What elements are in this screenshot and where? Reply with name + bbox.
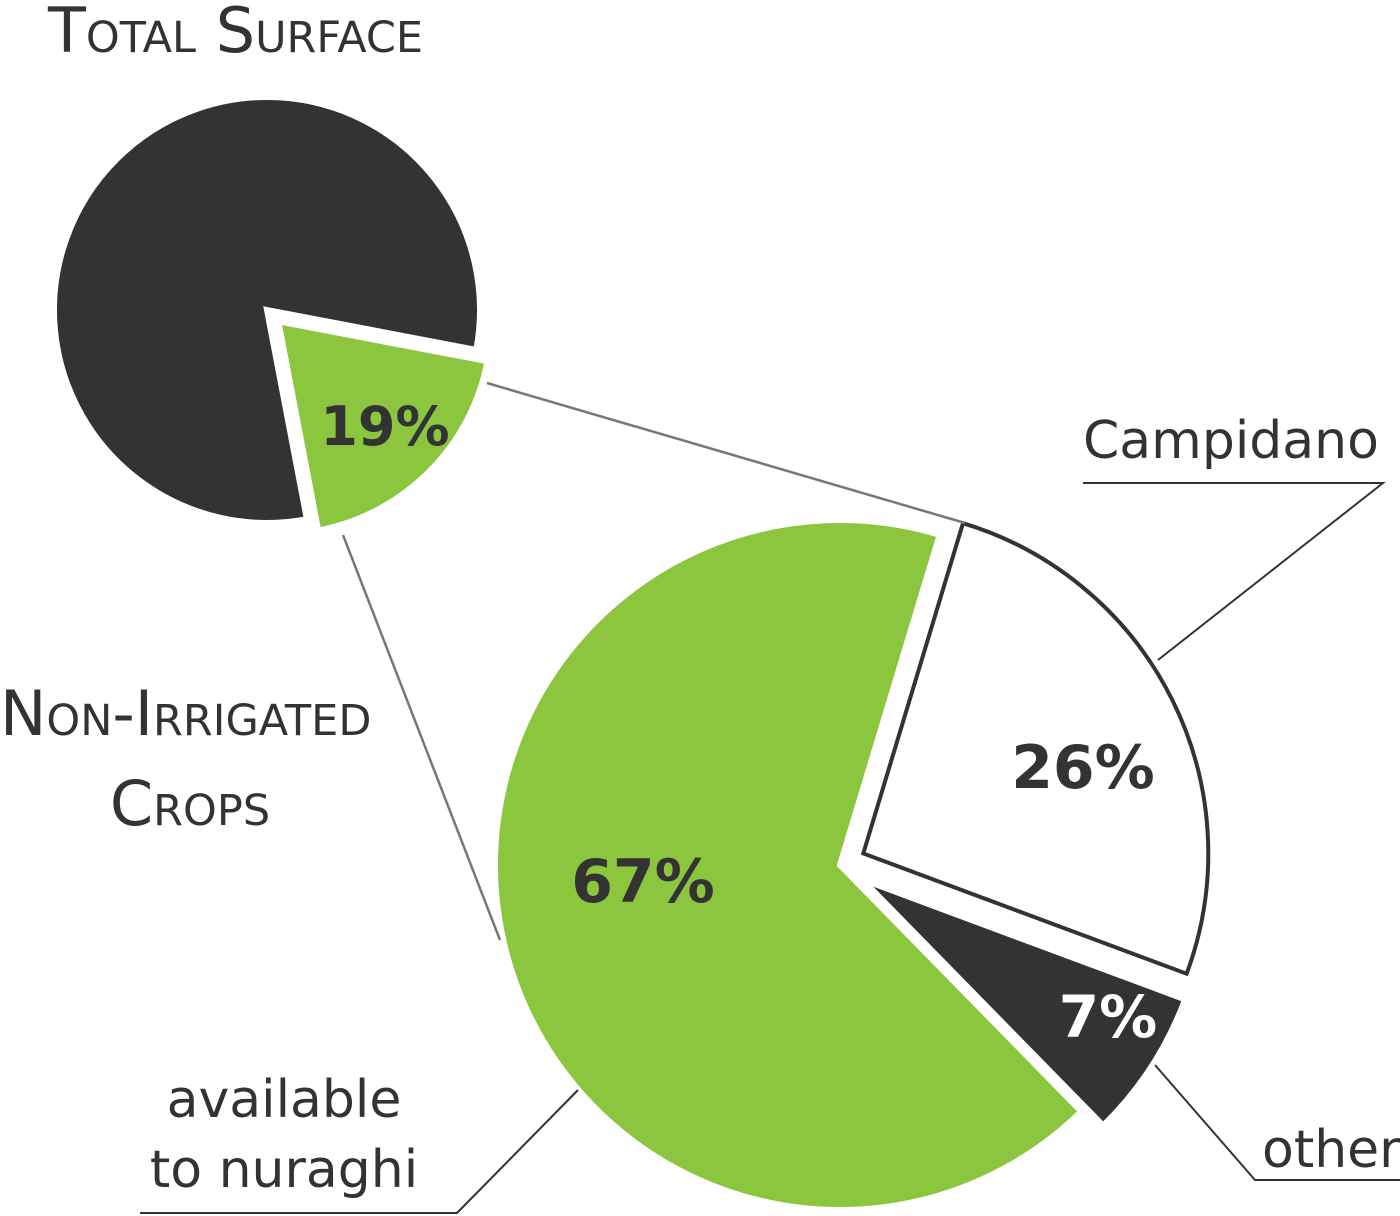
pie-slice-campidano: [860, 520, 1211, 977]
pie-slice-available: [492, 517, 1086, 1213]
label-available-line2: to nuraghi: [150, 1140, 418, 1200]
data-label-26: 26%: [1011, 733, 1155, 803]
data-label-67: 67%: [571, 847, 715, 917]
label-other: other: [1262, 1120, 1400, 1180]
non-irrigated-label-line2: Crops: [110, 767, 270, 840]
chart-title: Total Surface: [47, 0, 423, 67]
pie-slice-other: [859, 876, 1190, 1130]
label-available-line1: available: [167, 1070, 402, 1130]
label-campidano: Campidano: [1083, 411, 1379, 471]
non-irrigated-breakdown-pie: [492, 517, 1211, 1213]
leader-line-campidano: [1083, 482, 1386, 661]
connector-line-bottom: [341, 534, 502, 941]
leader-line-available: [140, 1089, 579, 1214]
data-label-19: 19%: [320, 395, 449, 458]
leader-line-other: [1154, 1064, 1400, 1181]
data-label-7: 7%: [1059, 983, 1157, 1051]
non-irrigated-label-line1: Non-Irrigated: [0, 677, 371, 750]
pie-slice-non-irrigated: [274, 317, 492, 535]
total-surface-pie: [51, 94, 492, 535]
connector-line-top: [486, 381, 966, 525]
pie-slice-rest: [51, 94, 483, 526]
